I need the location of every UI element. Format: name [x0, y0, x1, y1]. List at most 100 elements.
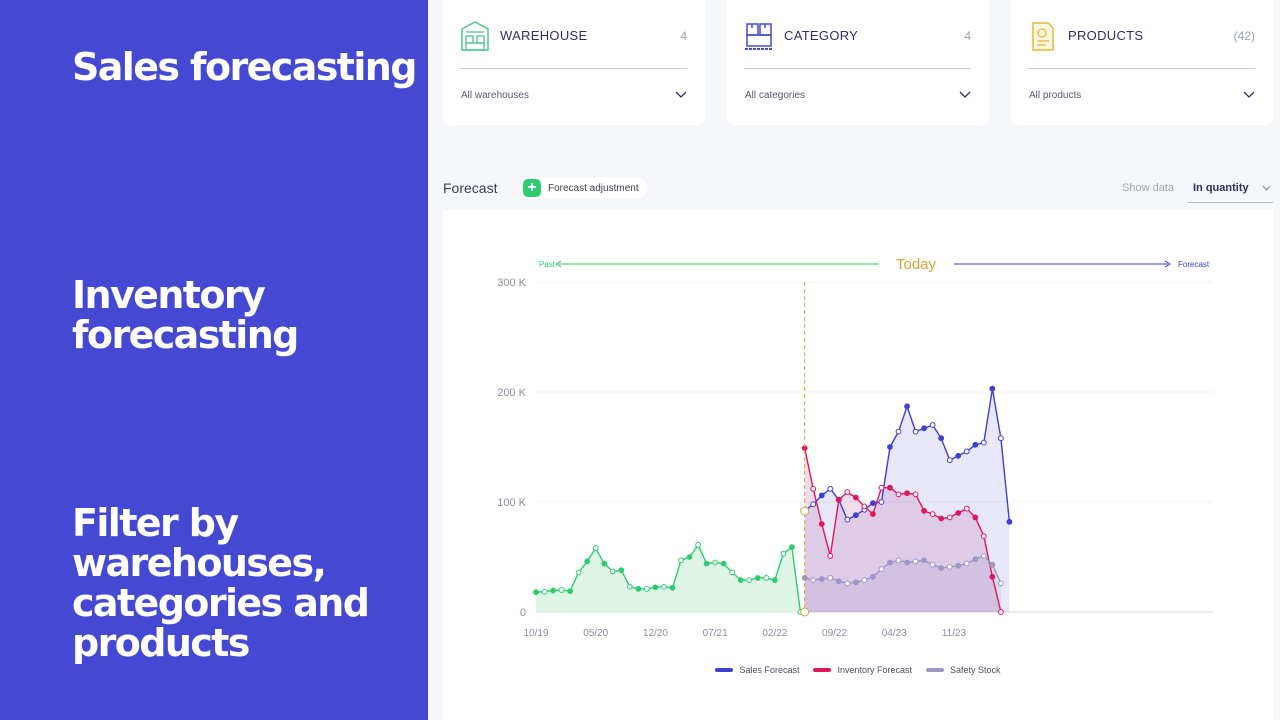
sales-forecast-point	[904, 403, 910, 410]
legend-swatch	[715, 668, 734, 672]
safety-stock-point	[963, 560, 970, 567]
inventory-forecast-point	[818, 521, 825, 527]
inventory-forecast-point	[861, 503, 868, 510]
forecast-adjustment-button[interactable]: + Forecast adjustment	[521, 177, 647, 199]
safety-stock-area	[804, 555, 1001, 612]
legend-label: Inventory Forecast	[837, 665, 913, 675]
past-sales-point	[575, 569, 582, 576]
x-tick-label: 05/20	[583, 628, 608, 639]
inventory-forecast-point	[895, 491, 902, 498]
safety-stock-point	[938, 565, 945, 571]
category-select[interactable]: All categories	[744, 88, 971, 106]
past-sales-point	[729, 569, 736, 576]
past-sales-point	[737, 577, 744, 584]
safety-stock-point	[989, 561, 996, 568]
legend-item-sales-forecast[interactable]: Sales Forecast	[715, 665, 799, 675]
today-marker	[800, 607, 810, 617]
category-select-value: All categories	[745, 90, 806, 101]
sales-forecast-point	[827, 485, 834, 492]
x-tick-label: 10/19	[523, 628, 548, 639]
sales-forecast-area	[804, 388, 1010, 612]
past-sales-point	[789, 544, 795, 551]
sales-forecast-point	[818, 492, 825, 499]
sales-forecast-point	[887, 444, 893, 450]
legend-label: Sales Forecast	[739, 665, 800, 675]
chevron-down-icon	[959, 91, 971, 98]
hero-sales-forecasting: Sales forecasting	[72, 45, 417, 89]
show-data-select[interactable]: In quantity	[1188, 176, 1273, 203]
sales-forecast-point	[895, 428, 902, 435]
past-sales-point	[703, 560, 710, 567]
today-label: Today	[896, 256, 937, 273]
sales-forecast-point	[929, 422, 936, 428]
inventory-forecast-point	[870, 511, 876, 518]
inventory-forecast-point	[929, 511, 936, 518]
inventory-forecast-point	[989, 573, 996, 580]
forecast-label: Forecast	[1178, 260, 1210, 269]
x-tick-label: 12/20	[643, 628, 668, 639]
inventory-forecast-point	[835, 496, 842, 503]
safety-stock-point	[878, 566, 885, 573]
category-filter-card: CATEGORY 4 All categories	[727, 0, 989, 125]
warehouse-title: WAREHOUSE	[500, 28, 588, 43]
y-tick-label: 300 K	[497, 277, 526, 289]
safety-stock-point	[852, 579, 859, 586]
past-sales-point	[550, 587, 556, 594]
past-sales-point	[712, 559, 719, 566]
past-sales-point	[652, 584, 659, 591]
sales-forecast-point	[1006, 518, 1013, 525]
warehouse-select-value: All warehouses	[461, 90, 529, 101]
past-sales-point	[643, 586, 650, 592]
divider	[744, 68, 971, 69]
past-sales-point	[695, 542, 701, 548]
inventory-forecast-point	[963, 505, 970, 512]
past-label: Past	[539, 260, 556, 269]
sales-forecast-point	[878, 499, 885, 505]
products-count: (42)	[1233, 29, 1255, 43]
forecast-adjustment-label: Forecast adjustment	[548, 182, 639, 194]
past-arrowhead	[555, 260, 562, 268]
forecast-section-title: Forecast	[443, 180, 498, 196]
inventory-forecast-point	[810, 485, 817, 492]
safety-stock-point	[946, 564, 953, 570]
past-sales-point	[754, 575, 761, 581]
products-filter-card: PRODUCTS (42) All products	[1011, 0, 1273, 125]
category-count: 4	[964, 29, 971, 43]
safety-stock-point	[895, 557, 902, 564]
inventory-forecast-point	[844, 489, 851, 496]
safety-stock-point	[835, 578, 842, 585]
sales-forecast-point	[844, 516, 851, 523]
past-sales-point	[601, 560, 608, 567]
show-data-value: In quantity	[1193, 182, 1249, 194]
past-sales-point	[592, 545, 599, 552]
forecast-chart-card: 0 100 K 200 K 300 K 10/19 05/20 12/20 07/21 02/2…	[443, 210, 1273, 720]
products-select[interactable]: All products	[1028, 88, 1255, 106]
sales-forecast-point	[946, 457, 953, 464]
past-sales-point	[567, 588, 574, 595]
inventory-forecast-point	[912, 491, 919, 498]
legend-item-safety-stock[interactable]: Safety Stock	[926, 665, 1001, 675]
hero-inventory-forecasting: Inventory forecasting	[72, 273, 299, 357]
forecast-chart: 0 100 K 200 K 300 K 10/19 05/20 12/20 07/21 02/2…	[497, 256, 1213, 639]
safety-stock-point	[810, 577, 817, 584]
past-sales-point	[720, 560, 727, 567]
past-sales-point	[669, 584, 676, 591]
safety-stock-point	[955, 562, 962, 569]
chevron-down-icon	[1243, 91, 1255, 98]
inventory-forecast-point	[827, 553, 834, 559]
products-title: PRODUCTS	[1068, 28, 1144, 43]
today-marker	[800, 506, 810, 516]
warehouse-icon	[461, 21, 489, 51]
legend-item-inventory-forecast[interactable]: Inventory Forecast	[813, 665, 912, 675]
safety-stock-point	[861, 577, 868, 584]
hero-filter-description: Filter by warehouses, categories and pro…	[72, 501, 370, 665]
forecast-arrowhead	[1164, 260, 1171, 268]
sales-forecast-point	[955, 452, 962, 459]
past-sales-point	[780, 550, 787, 557]
safety-stock-point	[887, 559, 893, 566]
x-tick-label: 04/23	[882, 628, 907, 639]
y-tick-label: 100 K	[497, 497, 526, 509]
legend-label: Safety Stock	[950, 665, 1001, 675]
warehouse-select[interactable]: All warehouses	[460, 88, 687, 106]
warehouse-count: 4	[680, 29, 687, 43]
